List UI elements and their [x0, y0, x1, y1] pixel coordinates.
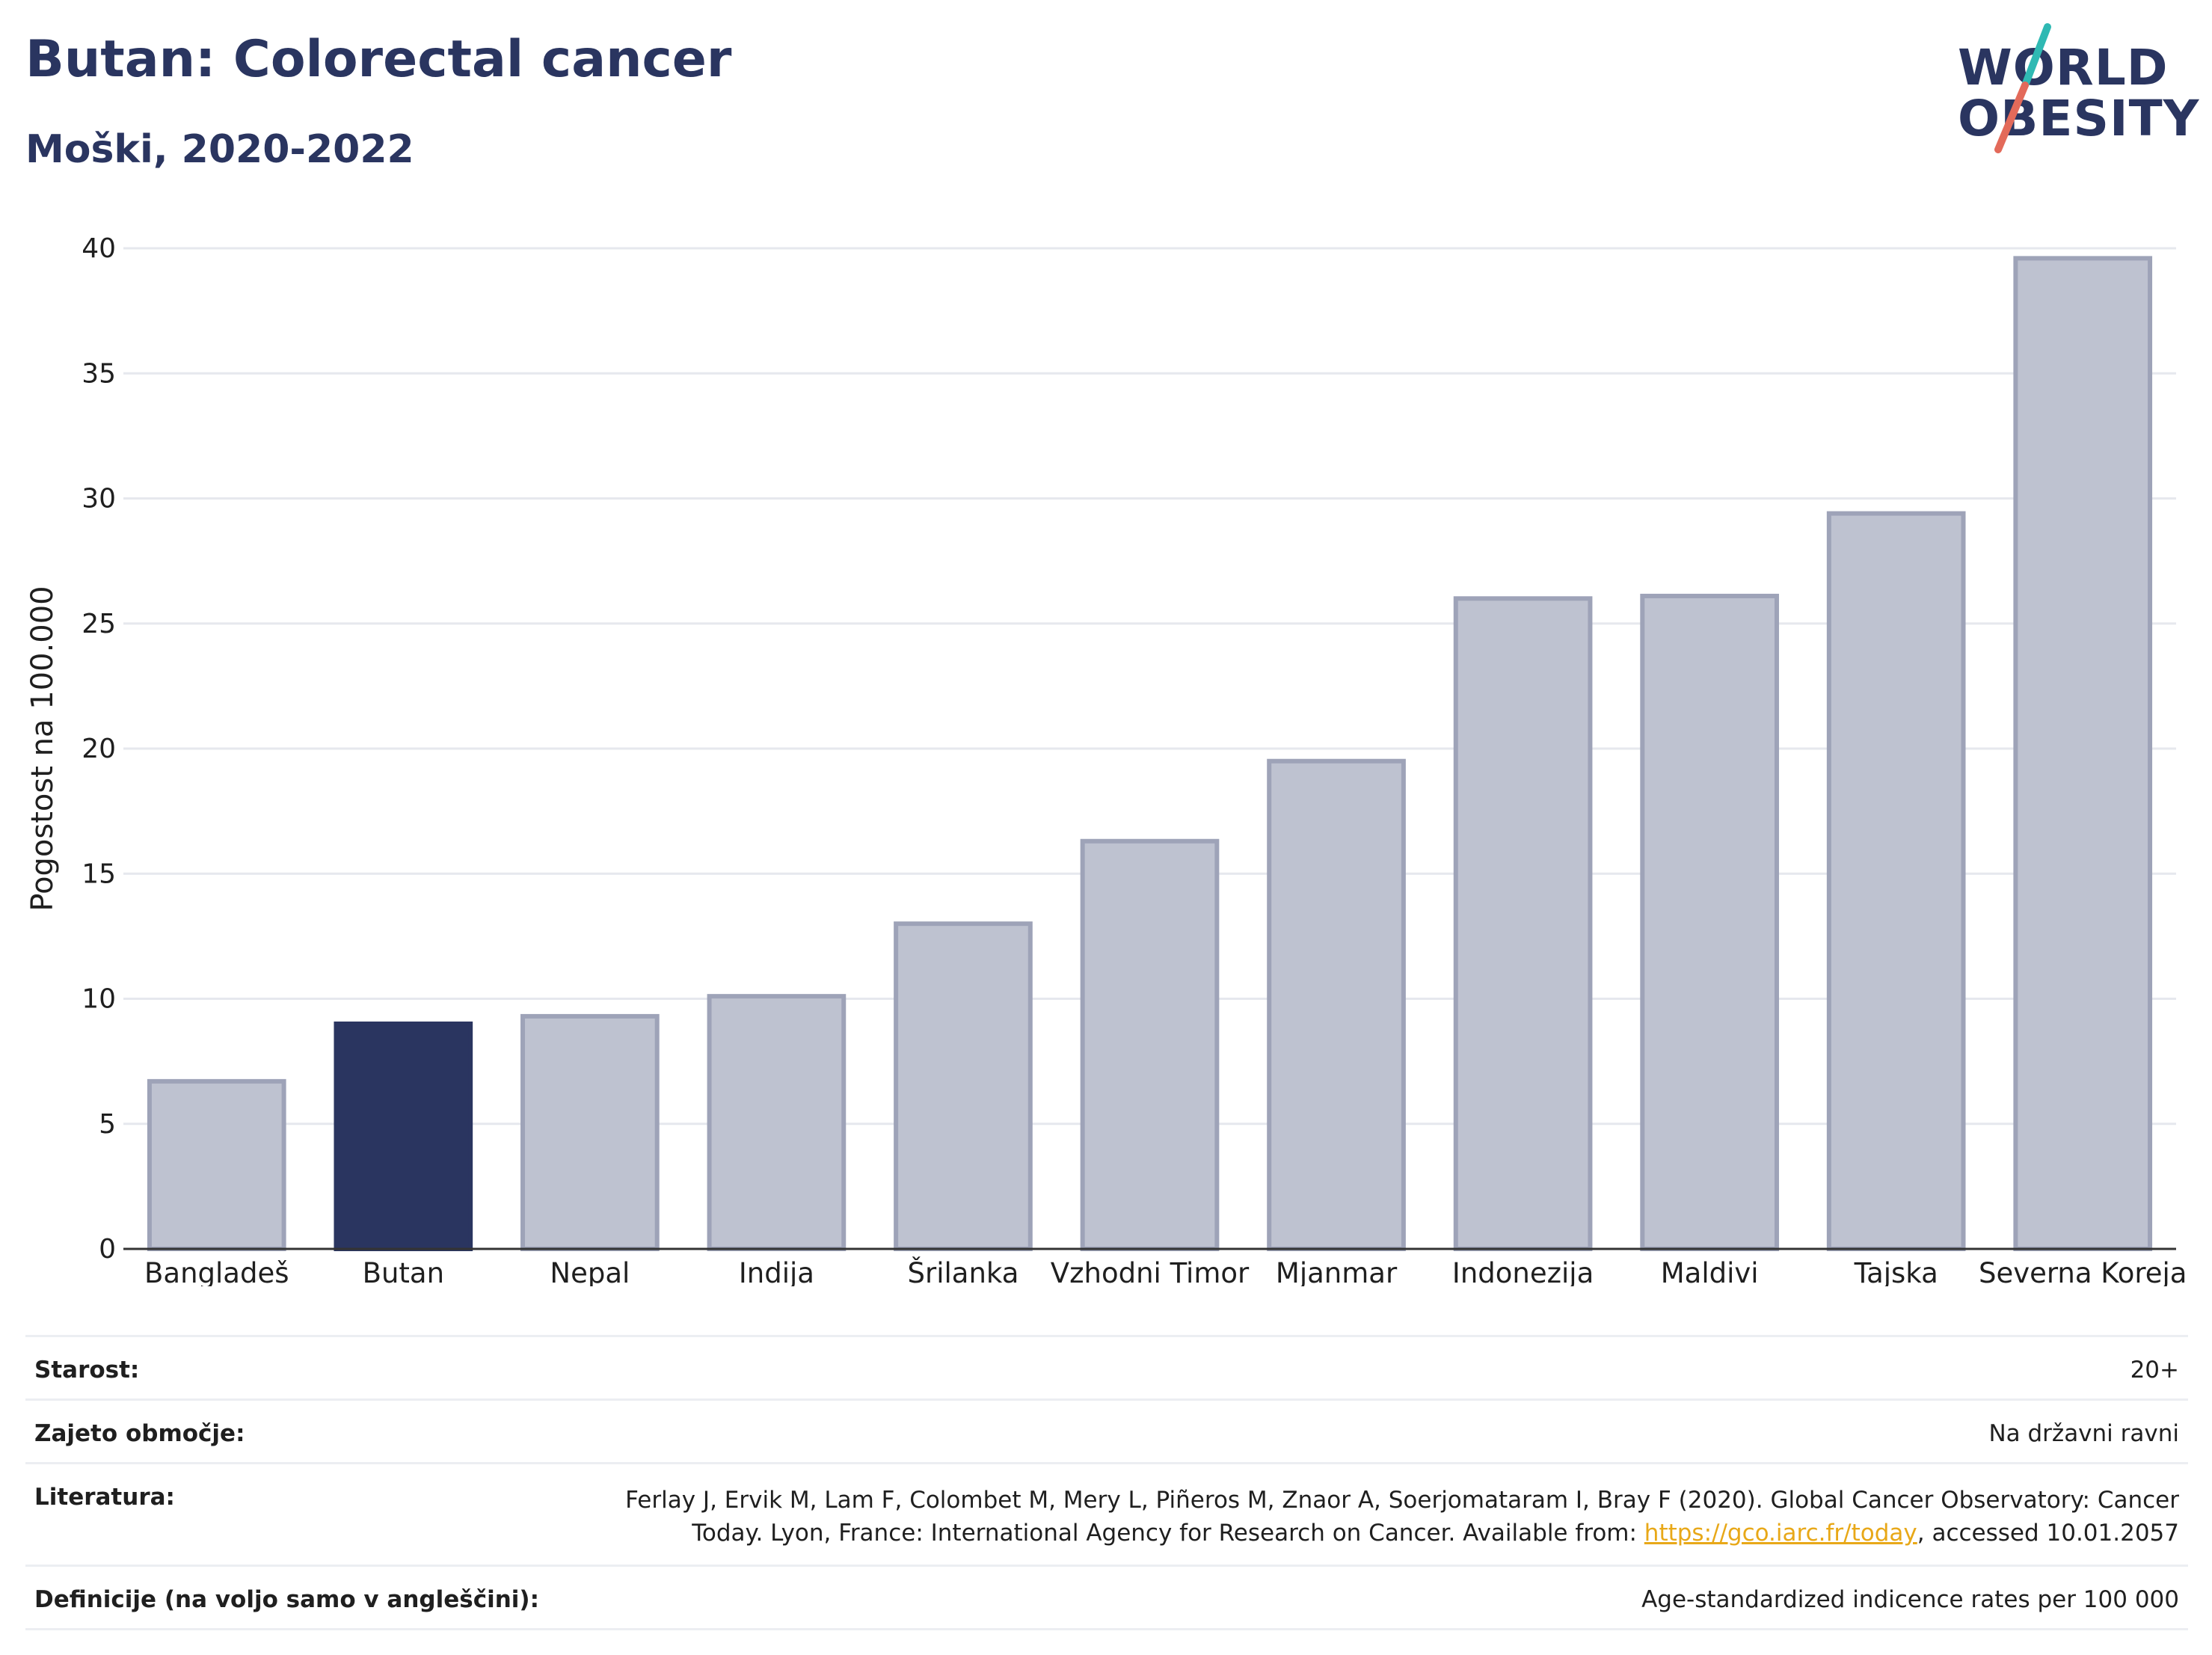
definitions-value: Age-standardized indicence rates per 100…: [1641, 1586, 2179, 1613]
reference-label: Literatura:: [34, 1484, 175, 1511]
x-axis-ticks: Bangladeš Butan Nepal Indija Šrilanka Vzhodni…: [144, 1256, 2187, 1286]
x-tick-label: Indija: [739, 1257, 814, 1286]
y-tick-label: 30: [82, 484, 116, 515]
x-tick-label: Severna Koreja: [1979, 1257, 2187, 1286]
y-tick-label: 35: [82, 358, 116, 389]
y-tick-label: 40: [82, 233, 116, 264]
age-label: Starost:: [34, 1357, 140, 1384]
footer-row-definitions: Definicije (na voljo samo v angleščini):…: [25, 1565, 2188, 1630]
y-axis-ticks: 0 5 10 15 20 25 30 35 40: [82, 233, 116, 1265]
world-obesity-logo: WORLD OBESITY: [1944, 21, 2199, 163]
x-tick-label: Maldivi: [1661, 1257, 1759, 1286]
x-tick-label: Šrilanka: [908, 1256, 1019, 1286]
y-tick-label: 20: [82, 734, 116, 764]
x-tick-label: Butan: [363, 1257, 444, 1286]
bar-maldivi: [1640, 593, 1779, 1251]
reference-link[interactable]: https://gco.iarc.fr/today: [1644, 1520, 1917, 1547]
area-value: Na državni ravni: [1988, 1420, 2179, 1447]
bar-indija: [707, 994, 847, 1252]
logo-line-1: WORLD: [1958, 39, 2169, 96]
area-label: Zajeto območje:: [34, 1420, 245, 1447]
y-tick-label: 10: [82, 984, 116, 1015]
bar-severna-koreja: [2013, 256, 2153, 1251]
x-tick-label: Mjanmar: [1276, 1257, 1398, 1286]
y-axis-label: Pogostost na 100.000: [25, 586, 60, 911]
logo-slash-icon: [1994, 23, 2051, 153]
definitions-label: Definicije (na voljo samo v angleščini):: [34, 1586, 539, 1613]
chart-title: Butan: Colorectal cancer: [25, 30, 732, 89]
x-tick-label: Nepal: [550, 1257, 630, 1286]
x-tick-label: Tajska: [1854, 1257, 1938, 1286]
bar-tajska: [1826, 511, 1966, 1251]
reference-text: Ferlay J, Ervik M, Lam F, Colombet M, Me…: [594, 1484, 2179, 1550]
footer-row-area: Zajeto območje: Na državni ravni: [25, 1398, 2188, 1462]
chart-subtitle: Moški, 2020-2022: [25, 127, 414, 172]
bar-indonezija: [1453, 596, 1593, 1251]
x-tick-label: Vzhodni Timor: [1051, 1257, 1250, 1286]
logo-line-2: OBESITY: [1958, 90, 2200, 147]
footer-row-age: Starost: 20+: [25, 1335, 2188, 1398]
y-tick-label: 15: [82, 859, 116, 889]
bar-nepal: [520, 1013, 660, 1252]
bar-vzhodni-timor: [1080, 838, 1220, 1251]
reference-citation: Ferlay J, Ervik M, Lam F, Colombet M, Me…: [625, 1487, 2179, 1547]
bar-bangladeš: [147, 1078, 286, 1252]
x-tick-label: Indonezija: [1452, 1257, 1594, 1286]
bars: [147, 256, 2153, 1252]
bar-šrilanka: [894, 921, 1033, 1252]
bar-butan: [334, 1021, 473, 1251]
y-tick-label: 25: [82, 609, 116, 639]
chart-footer: Starost: 20+ Zajeto območje: Na državni …: [25, 1335, 2188, 1630]
bar-chart: 0 5 10 15 20 25 30 35 40 Bangladeš Butan Nepal Indi…: [25, 233, 2187, 1286]
y-tick-label: 0: [99, 1234, 116, 1265]
y-tick-label: 5: [99, 1109, 116, 1140]
age-value: 20+: [2130, 1357, 2179, 1384]
footer-row-reference: Literatura: Ferlay J, Ervik M, Lam F, Co…: [25, 1462, 2188, 1565]
bar-mjanmar: [1267, 758, 1406, 1251]
x-tick-label: Bangladeš: [144, 1257, 289, 1286]
reference-accessed: , accessed 10.01.2057: [1917, 1520, 2179, 1547]
